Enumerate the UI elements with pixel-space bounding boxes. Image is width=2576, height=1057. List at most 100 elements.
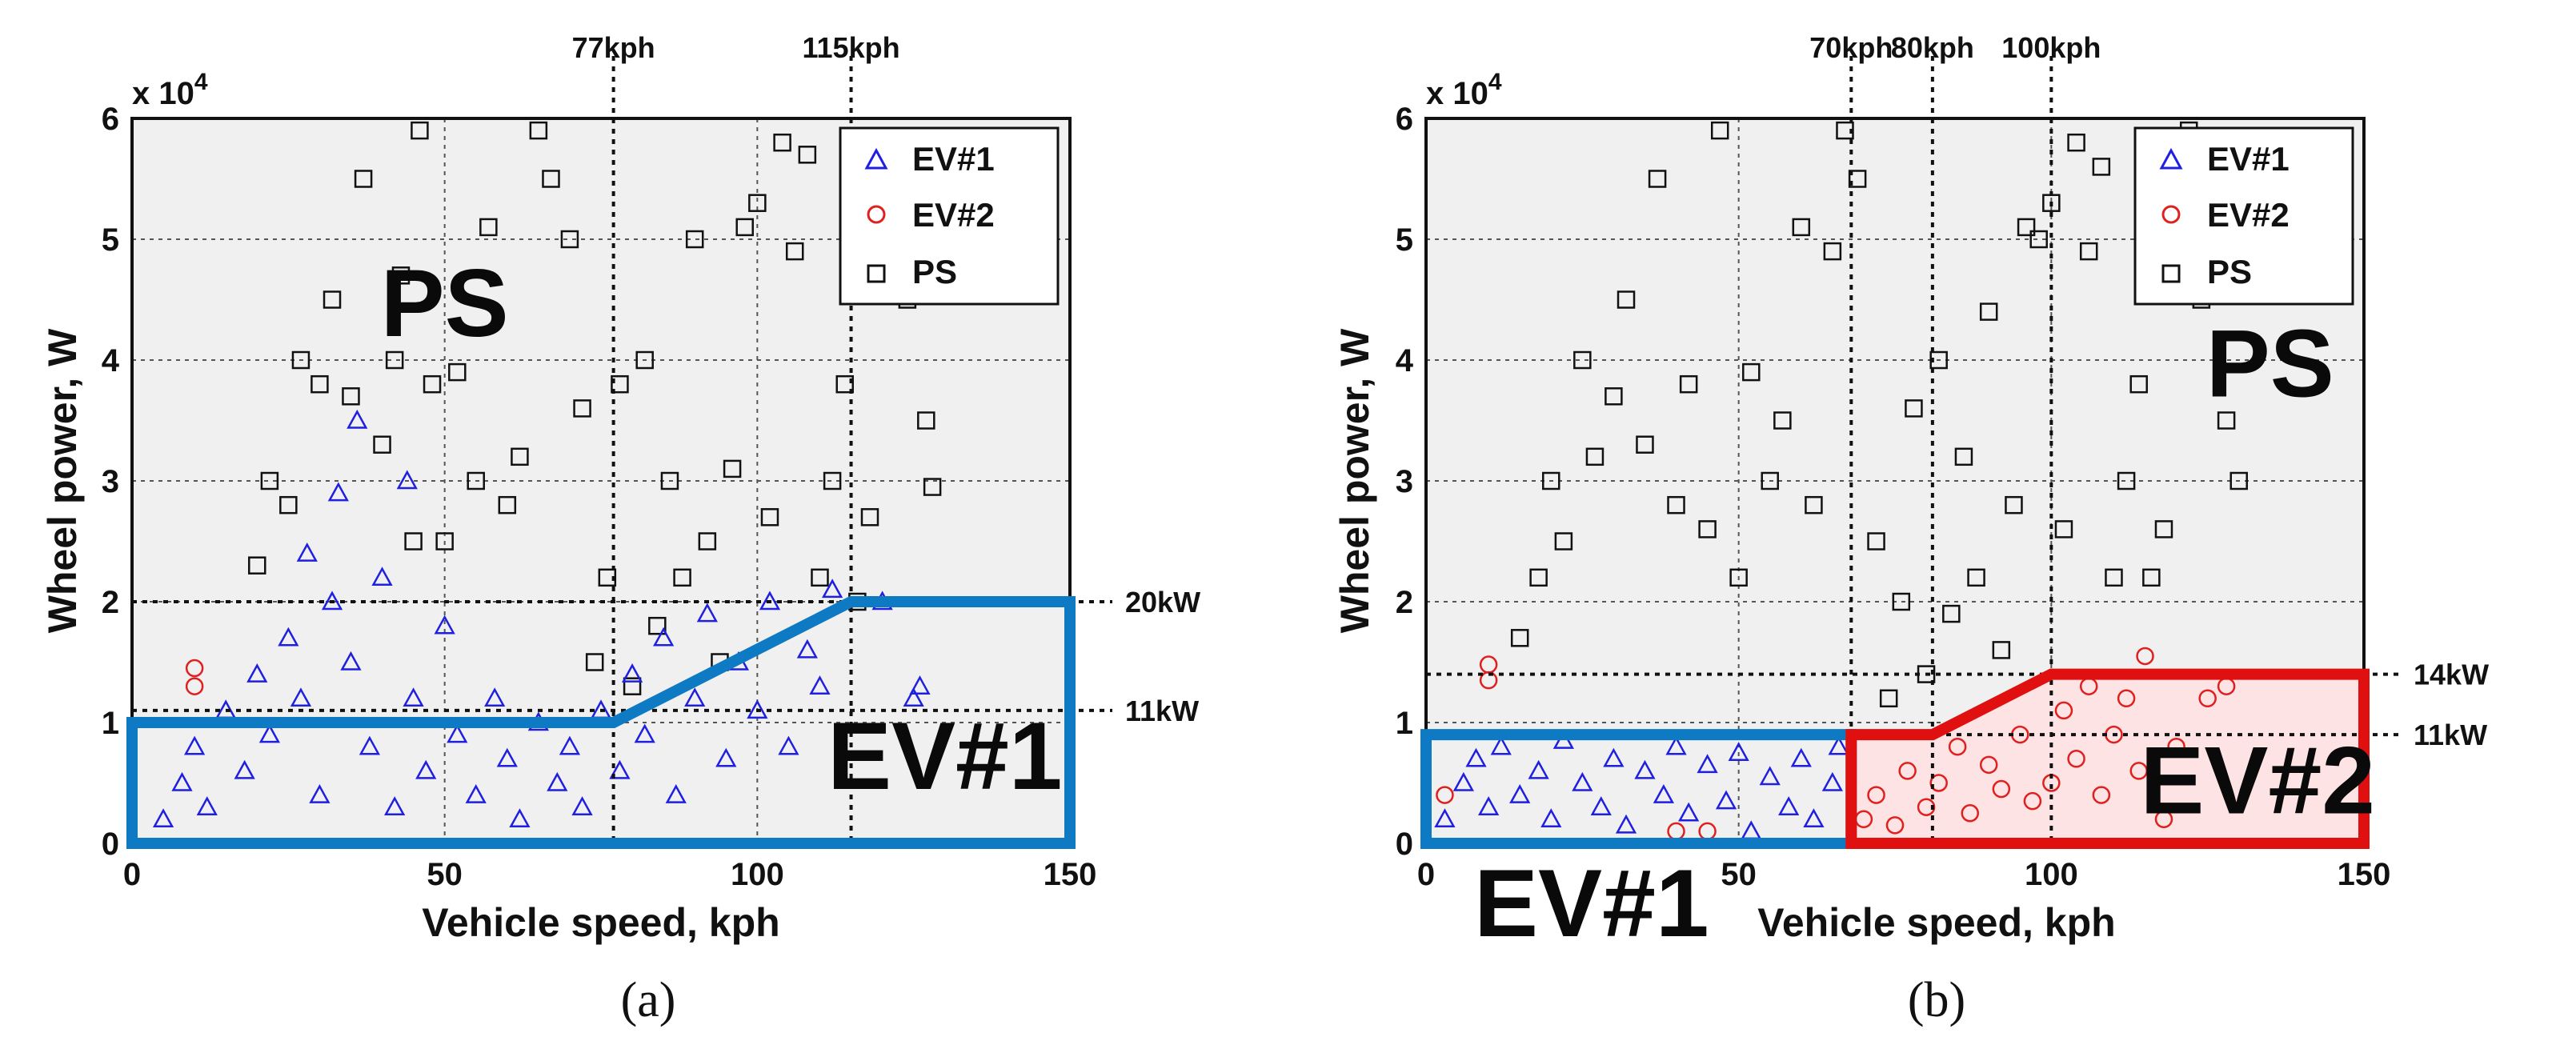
point-ev1	[821, 579, 843, 599]
region-outline-a	[126, 596, 1076, 849]
point-ps	[1698, 520, 1717, 539]
point-ev1	[1715, 790, 1737, 810]
point-ps	[2005, 495, 2023, 514]
legend-label-ev2-b: EV#2	[2207, 196, 2290, 234]
x-tick-label: 0	[1417, 857, 1435, 892]
legend-square-icon	[867, 264, 886, 283]
point-ev2	[1898, 762, 1917, 780]
speed-line-label: 70kph	[1809, 31, 1893, 64]
point-ps	[2029, 230, 2048, 249]
region-label-ev1-outside: EV#1	[1474, 850, 1709, 957]
point-ev1	[1728, 742, 1749, 761]
point-ps	[560, 230, 579, 249]
point-ev1	[1478, 796, 1500, 815]
point-ps	[860, 508, 879, 526]
point-ps	[648, 616, 667, 635]
point-ev2	[2092, 786, 2111, 804]
point-ev1	[1465, 747, 1487, 767]
point-ps	[723, 459, 742, 478]
point-ps	[1710, 121, 1729, 140]
point-ps	[467, 471, 485, 490]
point-ps	[573, 399, 591, 418]
legend-triangle-icon	[2159, 147, 2183, 170]
point-ps	[279, 495, 298, 514]
point-ps	[635, 350, 654, 370]
point-ev1	[684, 687, 706, 707]
point-ev2	[1917, 798, 1936, 816]
y-tick-label: 2	[102, 585, 119, 620]
point-ev1	[571, 796, 593, 815]
x-axis-label-a: Vehicle speed, kph	[422, 900, 779, 945]
point-ps	[917, 411, 935, 430]
legend-box-b	[2133, 126, 2354, 306]
point-ev1	[634, 723, 655, 743]
legend-box-a	[839, 126, 1060, 306]
legend-b: EV#1 EV#2 PS	[2133, 126, 2354, 306]
point-ps	[423, 374, 442, 394]
point-ps	[1942, 604, 1961, 623]
point-ps	[1773, 411, 1792, 430]
point-ps	[1867, 532, 1885, 551]
point-ev2	[1979, 755, 1998, 775]
point-ev1	[1509, 784, 1531, 803]
point-ev2	[1436, 786, 1454, 804]
point-ev2	[2154, 810, 2173, 829]
y-axis-label-a: Wheel power, W	[40, 328, 85, 633]
x-tick-label: 0	[123, 857, 141, 892]
y-exponent-a: x 104	[132, 69, 208, 111]
point-ev1	[1528, 759, 1549, 779]
point-ev1	[384, 796, 406, 815]
point-ps	[1679, 374, 1698, 394]
point-ev1	[1790, 747, 1812, 767]
point-ev1	[1572, 771, 1593, 791]
point-ev1	[1803, 808, 1825, 828]
point-ps	[310, 374, 329, 394]
region-outline-ev1	[126, 596, 1076, 849]
point-ev1	[1590, 796, 1612, 815]
point-ev1	[1821, 771, 1843, 791]
point-ev1	[1759, 766, 1781, 786]
point-ev1	[403, 687, 424, 707]
power-line-label: 14kW	[2414, 659, 2489, 691]
point-ev1	[1452, 771, 1474, 791]
point-ps	[1585, 447, 1604, 466]
point-ps	[291, 350, 310, 370]
point-ev2	[1867, 786, 1885, 804]
y-tick-label: 0	[102, 827, 119, 862]
panel-caption-a: (a)	[621, 973, 676, 1027]
point-ev1	[359, 735, 381, 755]
point-ev1	[196, 796, 218, 815]
point-ev2	[2136, 647, 2154, 666]
point-ev1	[559, 735, 581, 755]
point-ev1	[796, 639, 818, 659]
point-ev1	[278, 627, 299, 647]
region-label: PS	[2206, 310, 2334, 417]
point-ev1	[1828, 735, 1849, 755]
x-tick-label: 50	[427, 857, 463, 892]
point-ps	[2105, 568, 2123, 587]
point-ev1	[234, 759, 255, 779]
point-ps	[1892, 592, 1911, 611]
point-ev2	[185, 677, 204, 695]
legend-triangle-icon	[864, 147, 888, 170]
point-ps	[1823, 242, 1842, 261]
x-tick-label: 100	[2025, 857, 2078, 892]
point-ps	[1529, 568, 1548, 587]
point-ev1	[1540, 808, 1562, 828]
point-ps	[1761, 471, 1779, 490]
legend-label-ev1-b: EV#1	[2207, 140, 2290, 178]
point-ev1	[809, 675, 831, 695]
legend-circle-icon	[867, 205, 886, 224]
point-ps	[2154, 520, 2173, 539]
point-ev1	[152, 808, 174, 828]
legend-circle-icon	[2161, 205, 2181, 224]
point-ps	[823, 471, 842, 490]
point-ev2	[2054, 701, 2073, 720]
point-ps	[1929, 350, 1948, 370]
point-ev1	[296, 543, 318, 562]
point-ps	[404, 532, 423, 551]
y-tick-label: 5	[1396, 222, 1413, 258]
point-ps	[323, 290, 342, 309]
point-ev2	[1885, 816, 1905, 835]
